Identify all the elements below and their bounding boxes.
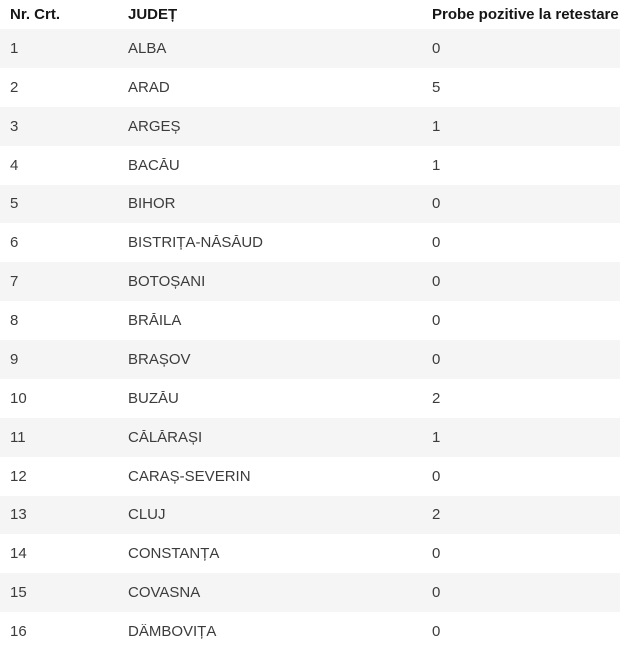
county-name: BIHOR bbox=[128, 196, 176, 212]
table-row: 4 BACĂU 1 bbox=[0, 146, 620, 185]
county-name: CONSTANȚA bbox=[128, 546, 220, 562]
positive-count: 0 bbox=[432, 313, 441, 329]
county-name: COVASNA bbox=[128, 585, 201, 601]
positive-count: 2 bbox=[432, 390, 441, 406]
row-number: 5 bbox=[10, 196, 19, 212]
county-name: CARAȘ-SEVERIN bbox=[128, 468, 251, 484]
table-row: 5 BIHOR 0 bbox=[0, 184, 620, 224]
county-name: BRAȘOV bbox=[128, 351, 191, 367]
county-name: DÂMBOVIȚA bbox=[128, 624, 217, 640]
row-number: 8 bbox=[10, 313, 19, 329]
table-row: 3 ARGEȘ 1 bbox=[0, 106, 620, 146]
header-judet: JUDEȚ bbox=[128, 7, 178, 22]
row-number: 7 bbox=[10, 274, 19, 290]
positive-count: 1 bbox=[432, 118, 441, 134]
row-number: 1 bbox=[10, 40, 19, 56]
row-number: 16 bbox=[10, 624, 27, 640]
row-number: 11 bbox=[10, 429, 26, 445]
row-number: 3 bbox=[10, 118, 19, 134]
county-name: BRĂILA bbox=[128, 313, 182, 329]
positive-count: 0 bbox=[432, 624, 441, 640]
positive-count: 0 bbox=[432, 546, 441, 562]
positive-count: 2 bbox=[432, 507, 441, 523]
header-probe-pozitive: Probe pozitive la retestare bbox=[432, 7, 619, 22]
row-number: 12 bbox=[10, 468, 27, 484]
positive-count: 5 bbox=[432, 79, 441, 95]
county-name: CLUJ bbox=[128, 507, 166, 523]
county-name: ALBA bbox=[128, 40, 167, 56]
positive-count: 0 bbox=[432, 468, 441, 484]
table-row: 2 ARAD 5 bbox=[0, 68, 620, 107]
positive-count: 0 bbox=[432, 196, 441, 212]
row-number: 13 bbox=[10, 507, 27, 523]
positive-count: 1 bbox=[432, 157, 441, 173]
row-number: 15 bbox=[10, 585, 27, 601]
positive-count: 0 bbox=[432, 40, 441, 56]
row-number: 10 bbox=[10, 390, 27, 406]
table-row: 16 DÂMBOVIȚA 0 bbox=[0, 612, 620, 651]
table-row: 13 CLUJ 2 bbox=[0, 495, 620, 535]
positive-count: 1 bbox=[432, 429, 441, 445]
county-name: CĂLĂRAȘI bbox=[128, 429, 203, 445]
table-row: 12 CARAȘ-SEVERIN 0 bbox=[0, 457, 620, 496]
positive-count: 0 bbox=[432, 235, 441, 251]
county-name: BOTOȘANI bbox=[128, 274, 206, 290]
row-number: 2 bbox=[10, 79, 19, 95]
positive-count: 0 bbox=[432, 351, 441, 367]
table-row: 7 BOTOȘANI 0 bbox=[0, 262, 620, 302]
table-row: 9 BRAȘOV 0 bbox=[0, 340, 620, 379]
table-row: 14 CONSTANȚA 0 bbox=[0, 534, 620, 573]
table-row: 10 BUZĂU 2 bbox=[0, 379, 620, 418]
row-number: 4 bbox=[10, 157, 19, 173]
positive-count: 0 bbox=[432, 274, 441, 290]
county-name: BACĂU bbox=[128, 157, 180, 173]
table-row: 6 BISTRIȚA-NĂSĂUD 0 bbox=[0, 223, 620, 262]
row-number: 6 bbox=[10, 235, 19, 251]
table-row: 8 BRĂILA 0 bbox=[0, 301, 620, 340]
county-name: ARGEȘ bbox=[128, 118, 181, 134]
row-number: 14 bbox=[10, 546, 27, 562]
table-row: 11 CĂLĂRAȘI 1 bbox=[0, 417, 620, 457]
table-row: 15 COVASNA 0 bbox=[0, 573, 620, 613]
county-name: BUZĂU bbox=[128, 390, 179, 406]
table-row: 1 ALBA 0 bbox=[0, 29, 620, 68]
row-number: 9 bbox=[10, 351, 19, 367]
county-name: BISTRIȚA-NĂSĂUD bbox=[128, 235, 264, 251]
county-name: ARAD bbox=[128, 79, 170, 95]
positive-count: 0 bbox=[432, 585, 441, 601]
table-header-row: Nr. Crt. JUDEȚ Probe pozitive la retesta… bbox=[0, 0, 620, 29]
header-nr-crt: Nr. Crt. bbox=[10, 7, 61, 22]
